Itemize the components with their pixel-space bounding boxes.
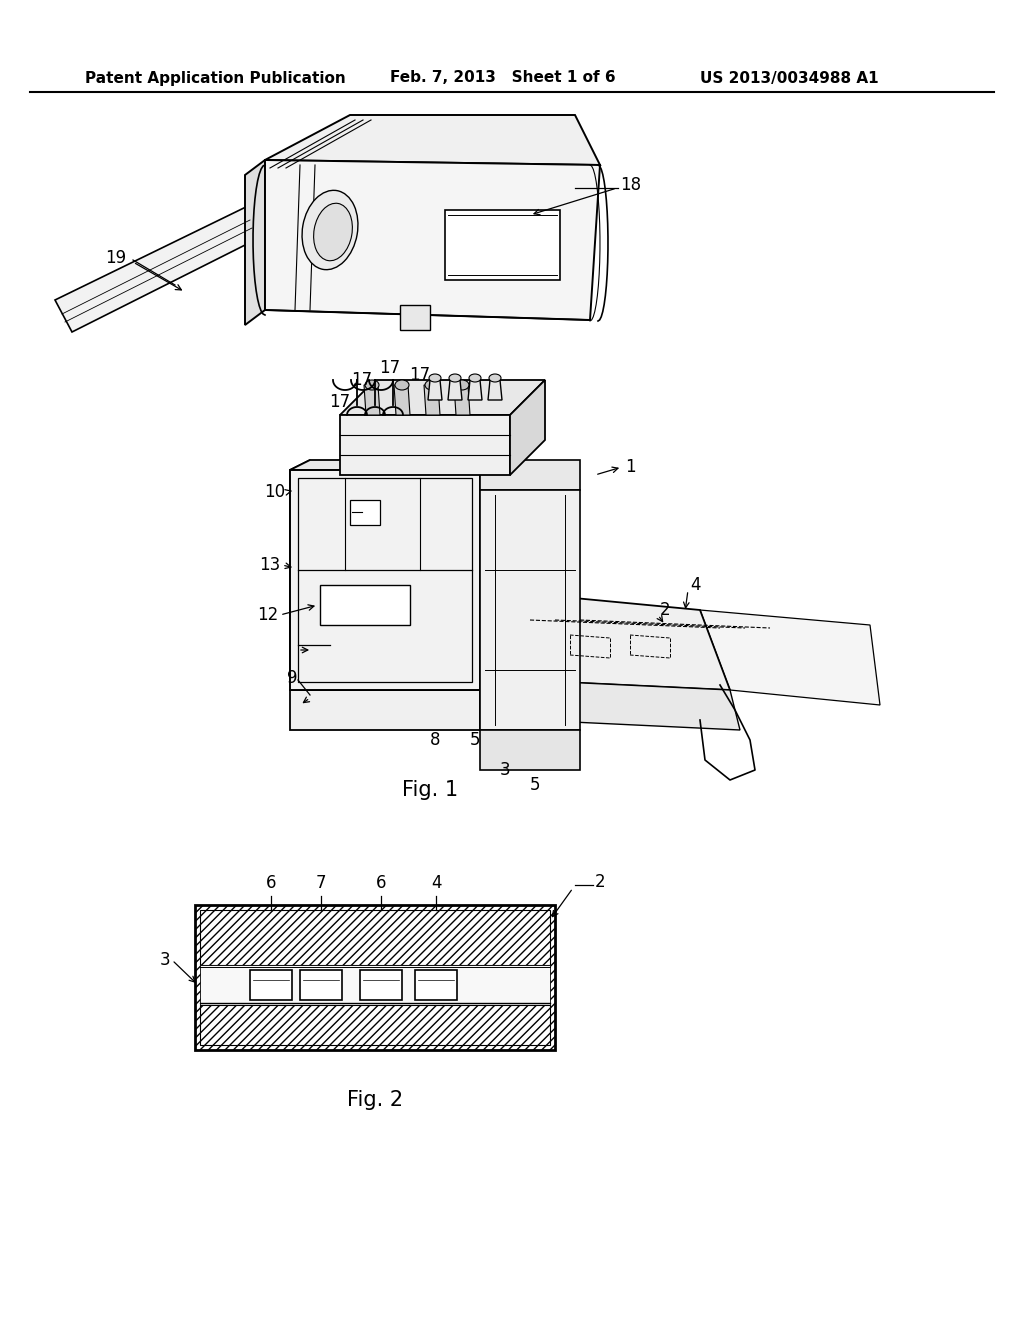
Text: 17: 17 xyxy=(410,366,430,384)
Polygon shape xyxy=(319,585,410,624)
Polygon shape xyxy=(400,305,430,330)
Text: Fig. 2: Fig. 2 xyxy=(347,1090,403,1110)
Polygon shape xyxy=(415,970,457,1001)
Polygon shape xyxy=(200,965,550,1005)
Polygon shape xyxy=(290,459,500,470)
Text: 4: 4 xyxy=(690,576,700,594)
Ellipse shape xyxy=(489,374,501,381)
Polygon shape xyxy=(265,115,600,165)
Polygon shape xyxy=(480,459,580,490)
Text: 8: 8 xyxy=(430,731,440,748)
Text: 1: 1 xyxy=(625,458,636,477)
Polygon shape xyxy=(200,1005,550,1045)
Polygon shape xyxy=(340,414,510,475)
Text: 5: 5 xyxy=(529,776,541,795)
Text: 5: 5 xyxy=(470,731,480,748)
Polygon shape xyxy=(265,160,600,319)
Polygon shape xyxy=(520,680,740,730)
Polygon shape xyxy=(250,970,292,1001)
Text: 2: 2 xyxy=(660,601,671,619)
Text: 3: 3 xyxy=(160,950,170,969)
Polygon shape xyxy=(428,380,442,400)
Ellipse shape xyxy=(365,380,379,389)
Polygon shape xyxy=(700,610,880,705)
Text: 2: 2 xyxy=(595,873,605,891)
Polygon shape xyxy=(350,500,380,525)
Ellipse shape xyxy=(425,380,439,389)
Ellipse shape xyxy=(395,380,409,389)
Text: 17: 17 xyxy=(380,359,400,378)
Polygon shape xyxy=(488,380,502,400)
Polygon shape xyxy=(200,909,550,965)
Text: Feb. 7, 2013   Sheet 1 of 6: Feb. 7, 2013 Sheet 1 of 6 xyxy=(390,70,615,86)
Polygon shape xyxy=(340,380,545,414)
Text: 4: 4 xyxy=(431,874,441,892)
Polygon shape xyxy=(290,459,310,690)
Polygon shape xyxy=(424,385,440,414)
Text: 3: 3 xyxy=(500,762,510,779)
Ellipse shape xyxy=(313,203,352,261)
Text: 10: 10 xyxy=(264,483,285,502)
Ellipse shape xyxy=(429,374,441,381)
Polygon shape xyxy=(480,459,500,690)
Polygon shape xyxy=(55,205,265,333)
Ellipse shape xyxy=(302,190,358,269)
Ellipse shape xyxy=(455,380,469,389)
Text: Fig. 1: Fig. 1 xyxy=(402,780,458,800)
Polygon shape xyxy=(360,970,402,1001)
Text: 12: 12 xyxy=(257,606,278,624)
Polygon shape xyxy=(300,970,342,1001)
Polygon shape xyxy=(468,380,482,400)
Polygon shape xyxy=(364,385,380,414)
Text: 18: 18 xyxy=(620,176,641,194)
Polygon shape xyxy=(245,160,265,325)
Text: 19: 19 xyxy=(105,249,126,267)
Polygon shape xyxy=(480,730,580,770)
Polygon shape xyxy=(490,590,730,690)
Text: 6: 6 xyxy=(266,874,276,892)
Ellipse shape xyxy=(469,374,481,381)
Polygon shape xyxy=(510,380,545,475)
Polygon shape xyxy=(445,210,560,280)
Text: 17: 17 xyxy=(330,393,350,411)
Polygon shape xyxy=(449,380,462,400)
Text: 9: 9 xyxy=(288,669,298,686)
Text: 17: 17 xyxy=(351,371,373,389)
Text: Patent Application Publication: Patent Application Publication xyxy=(85,70,346,86)
Polygon shape xyxy=(480,490,580,730)
Polygon shape xyxy=(394,385,410,414)
Polygon shape xyxy=(290,690,480,730)
Polygon shape xyxy=(290,470,480,690)
Text: 13: 13 xyxy=(259,556,280,574)
Text: 7: 7 xyxy=(315,874,327,892)
Text: US 2013/0034988 A1: US 2013/0034988 A1 xyxy=(700,70,879,86)
Text: 6: 6 xyxy=(376,874,386,892)
Polygon shape xyxy=(195,906,555,1049)
Ellipse shape xyxy=(449,374,461,381)
Polygon shape xyxy=(480,680,500,730)
Polygon shape xyxy=(454,385,470,414)
